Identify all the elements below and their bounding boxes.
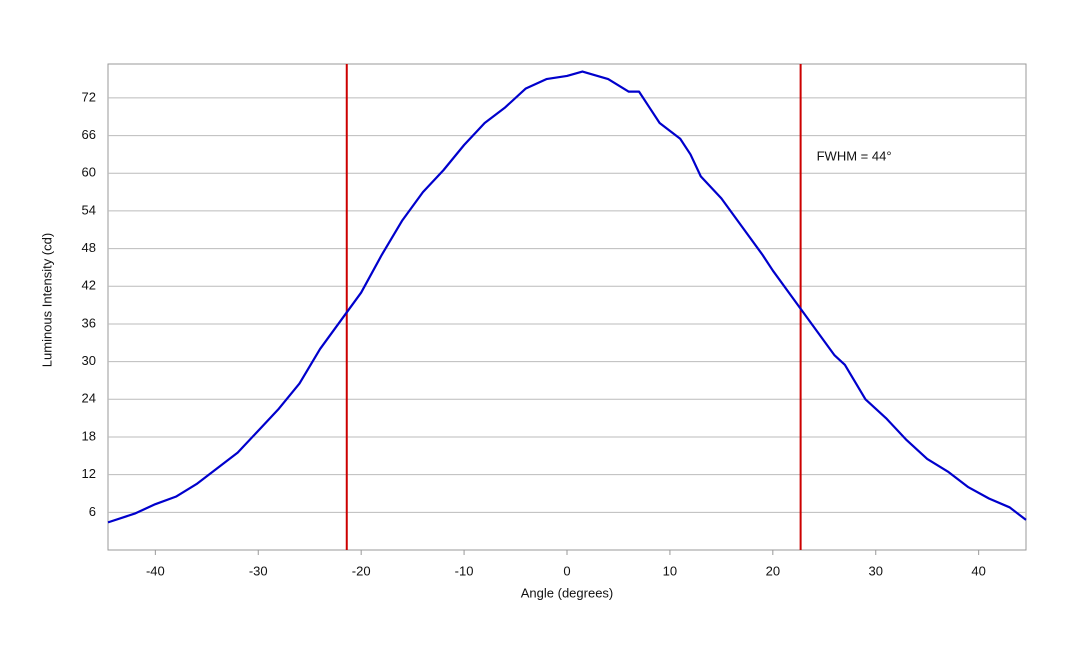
y-tick-label: 48 xyxy=(82,240,96,255)
y-tick-label: 30 xyxy=(82,353,96,368)
x-tick-label: -40 xyxy=(146,563,165,578)
data-line xyxy=(107,70,1027,524)
y-tick-label: 6 xyxy=(89,504,96,519)
y-tick-label: 36 xyxy=(82,315,96,330)
y-tick-label: 42 xyxy=(82,278,96,293)
x-tick-label: -10 xyxy=(455,563,474,578)
y-axis-label: Luminous Intensity (cd) xyxy=(39,233,54,367)
y-tick-label: 12 xyxy=(82,466,96,481)
y-tick-label: 72 xyxy=(82,89,96,104)
x-axis-label: Angle (degrees) xyxy=(521,585,614,600)
x-tick-label: 10 xyxy=(663,563,677,578)
x-tick-label: 20 xyxy=(766,563,780,578)
y-tick-label: 18 xyxy=(82,428,96,443)
y-tick-label: 66 xyxy=(82,127,96,142)
y-tick-label: 54 xyxy=(82,202,96,217)
x-tick-label: -30 xyxy=(249,563,268,578)
x-tick-label: 0 xyxy=(563,563,570,578)
plot-frame xyxy=(107,63,1027,551)
y-tick-label: 24 xyxy=(82,391,96,406)
x-tick-label: 30 xyxy=(869,563,883,578)
x-tick-label: -20 xyxy=(352,563,371,578)
x-tick-label: 40 xyxy=(971,563,985,578)
annotation: FWHM = 44° xyxy=(817,148,892,163)
y-tick-label: 60 xyxy=(82,165,96,180)
